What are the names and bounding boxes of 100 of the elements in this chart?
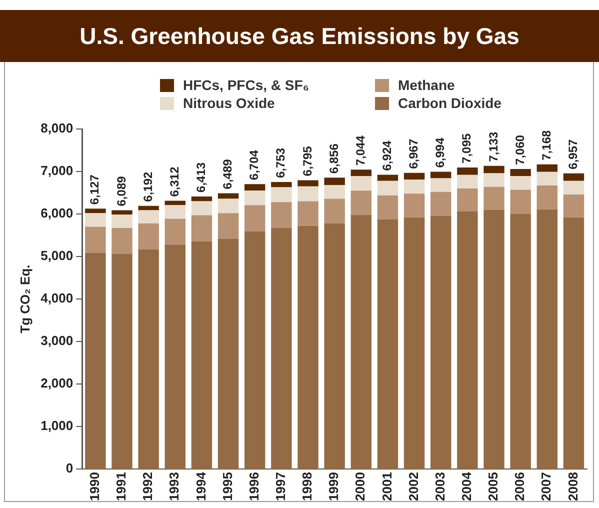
x-tick-label: 1994 xyxy=(193,471,208,501)
total-label: 6,192 xyxy=(140,172,155,202)
bar xyxy=(138,210,159,224)
bar xyxy=(138,223,159,250)
bar xyxy=(85,226,106,253)
bar xyxy=(563,217,584,470)
bar xyxy=(350,176,372,191)
bar xyxy=(298,201,318,226)
total-label: 6,312 xyxy=(167,166,182,197)
legend-label: Nitrous Oxide xyxy=(183,95,275,111)
bar xyxy=(191,215,212,242)
total-label: 7,168 xyxy=(539,130,554,160)
bar xyxy=(350,170,372,176)
bar xyxy=(271,202,292,228)
bar xyxy=(298,186,318,202)
total-label: 6,967 xyxy=(406,138,421,169)
x-tick-label: 1999 xyxy=(326,472,342,501)
bar xyxy=(430,216,452,470)
bar xyxy=(377,180,398,196)
y-tick-label: 0 xyxy=(66,460,74,476)
bar xyxy=(377,174,398,181)
bar xyxy=(563,173,584,181)
bar xyxy=(324,198,345,224)
total-label: 6,127 xyxy=(88,174,102,205)
bar xyxy=(404,194,425,218)
bar xyxy=(191,201,212,216)
bar xyxy=(350,214,372,470)
bar xyxy=(430,178,452,192)
legend-label: Methane xyxy=(398,77,455,93)
bar xyxy=(85,213,106,227)
total-label: 6,089 xyxy=(114,176,128,206)
bar xyxy=(430,172,452,178)
bar xyxy=(112,210,132,214)
bar xyxy=(164,218,186,245)
bar xyxy=(112,254,132,470)
bar xyxy=(536,164,558,172)
bar xyxy=(563,194,584,218)
bar xyxy=(350,190,372,215)
bar xyxy=(271,182,292,188)
bar xyxy=(484,173,504,187)
legend-label: Carbon Dioxide xyxy=(398,95,502,111)
bar xyxy=(404,172,425,180)
bar xyxy=(112,228,132,254)
bar xyxy=(324,178,345,186)
total-label: 6,489 xyxy=(220,158,235,190)
bar xyxy=(85,252,106,470)
total-label: 6,413 xyxy=(194,162,208,192)
x-tick-label: 2007 xyxy=(538,472,554,501)
bar xyxy=(404,217,425,470)
bar xyxy=(218,238,239,470)
x-tick-label: 1993 xyxy=(166,472,182,501)
bar xyxy=(484,186,504,210)
x-tick-label: 2001 xyxy=(379,472,394,501)
bar xyxy=(457,211,478,470)
bar xyxy=(244,190,266,206)
bar xyxy=(404,180,425,194)
bar xyxy=(536,172,558,186)
bar xyxy=(112,214,132,228)
x-tick-label: 1996 xyxy=(246,472,262,501)
bar xyxy=(324,223,345,470)
bar xyxy=(536,186,558,210)
bar xyxy=(298,180,318,186)
bar xyxy=(138,249,159,470)
x-tick-label: 2008 xyxy=(565,472,580,501)
bar xyxy=(191,196,212,202)
total-label: 7,133 xyxy=(486,132,500,162)
bar xyxy=(510,214,531,470)
bar xyxy=(457,174,478,189)
bar xyxy=(510,168,531,176)
bar xyxy=(457,167,478,175)
total-label: 6,924 xyxy=(380,140,394,171)
total-label: 6,704 xyxy=(247,150,262,180)
x-tick-label: 1990 xyxy=(86,472,102,501)
bar xyxy=(324,185,345,199)
bar xyxy=(218,198,239,214)
bar xyxy=(164,244,186,470)
bar xyxy=(271,187,292,202)
y-tick-label: 1,000 xyxy=(40,418,74,434)
x-tick-label: 2000 xyxy=(352,472,368,501)
bar xyxy=(85,208,106,214)
y-tick-label: 4,000 xyxy=(40,290,74,306)
y-tick-label: 3,000 xyxy=(40,333,74,348)
bar xyxy=(244,205,266,232)
total-label: 6,957 xyxy=(566,138,580,170)
bar xyxy=(191,241,212,470)
bar xyxy=(164,200,186,206)
bar xyxy=(164,205,186,219)
x-tick-label: 1995 xyxy=(220,472,235,501)
y-tick-label: 2,000 xyxy=(40,376,74,391)
total-label: 6,994 xyxy=(433,137,448,168)
bar xyxy=(218,213,239,239)
bar xyxy=(271,228,292,470)
total-label: 7,044 xyxy=(353,135,368,166)
total-label: 6,856 xyxy=(326,143,341,174)
total-label: 6,753 xyxy=(274,148,288,178)
y-axis-title: Tg CO₂ Eq. xyxy=(17,264,32,334)
bar xyxy=(563,180,584,194)
x-tick-label: 1997 xyxy=(273,472,288,501)
bar xyxy=(298,226,318,470)
x-tick-label: 1992 xyxy=(140,472,156,501)
